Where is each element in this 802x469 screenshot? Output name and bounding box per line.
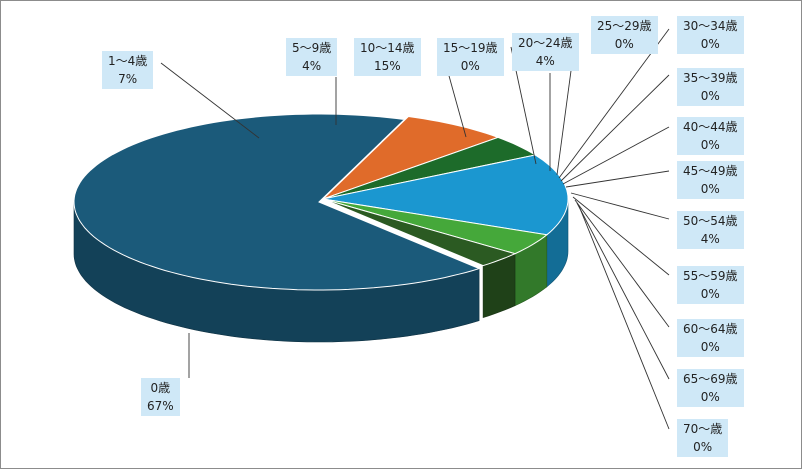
data-label-percent: 67% — [147, 399, 174, 413]
data-label-category: 60～64歳 — [683, 322, 738, 336]
data-label-percent: 4% — [535, 54, 555, 68]
data-label-category: 65～69歳 — [683, 372, 738, 386]
pie-sides — [73, 198, 569, 343]
data-label-category: 25～29歳 — [597, 19, 652, 33]
leader-line-13 — [574, 199, 670, 328]
data-label-category: 35～39歳 — [683, 71, 738, 85]
data-label-11: 50～54歳 4% — [677, 211, 744, 249]
data-label-percent: 0% — [700, 340, 720, 354]
data-label-percent: 0% — [700, 182, 720, 196]
leader-line-12 — [572, 196, 670, 276]
data-label-percent: 0% — [700, 37, 720, 51]
pie-tops — [73, 113, 569, 291]
data-label-15: 70～歳 0% — [677, 419, 729, 457]
leader-line-8 — [560, 74, 670, 182]
data-label-percent: 4% — [302, 59, 322, 73]
data-label-percent: 15% — [373, 59, 401, 73]
data-label-5: 20～24歳 4% — [512, 33, 579, 71]
data-label-percent: 0% — [460, 59, 480, 73]
data-label-category: 0歳 — [150, 381, 171, 395]
data-label-category: 10～14歳 — [360, 41, 415, 55]
data-label-4: 15～19歳 0% — [437, 38, 504, 76]
data-label-7: 30～34歳 0% — [677, 16, 744, 54]
data-label-percent: 0% — [700, 287, 720, 301]
leader-line-10 — [565, 170, 670, 188]
data-label-13: 60～64歳 0% — [677, 319, 744, 357]
data-label-0: 0歳 67% — [141, 378, 180, 416]
slice-top-5 — [322, 198, 549, 255]
data-label-percent: 0% — [700, 390, 720, 404]
data-label-category: 50～54歳 — [683, 214, 738, 228]
data-label-2: 5～9歳 4% — [286, 38, 338, 76]
leader-line-14 — [576, 202, 670, 380]
data-label-10: 45～49歳 0% — [677, 161, 744, 199]
slice-top-1 — [322, 115, 500, 200]
data-label-12: 55～59歳 0% — [677, 266, 744, 304]
data-label-1: 1～4歳 7% — [102, 51, 154, 89]
data-label-9: 40～44歳 0% — [677, 117, 744, 155]
data-label-3: 10～14歳 15% — [354, 38, 421, 76]
leader-line-15 — [578, 205, 670, 430]
data-label-14: 65～69歳 0% — [677, 369, 744, 407]
slice-top-11 — [322, 198, 517, 267]
data-label-category: 1～4歳 — [108, 54, 148, 68]
data-label-category: 20～24歳 — [518, 36, 573, 50]
leader-line-1 — [160, 62, 260, 139]
data-label-category: 30～34歳 — [683, 19, 738, 33]
data-label-category: 45～49歳 — [683, 164, 738, 178]
data-label-8: 35～39歳 0% — [677, 68, 744, 106]
slice-top-0 — [73, 113, 481, 291]
data-label-percent: 0% — [700, 138, 720, 152]
data-label-percent: 0% — [614, 37, 634, 51]
data-label-percent: 0% — [693, 440, 713, 454]
data-label-6: 25～29歳 0% — [591, 16, 658, 54]
leader-line-9 — [562, 126, 670, 185]
data-label-percent: 4% — [700, 232, 720, 246]
leader-line-11 — [570, 192, 670, 220]
data-label-category: 5～9歳 — [292, 41, 332, 55]
data-label-percent: 7% — [118, 72, 138, 86]
data-label-category: 70～歳 — [683, 422, 723, 436]
data-label-category: 40～44歳 — [683, 120, 738, 134]
data-label-percent: 0% — [700, 89, 720, 103]
data-label-category: 15～19歳 — [443, 41, 498, 55]
slice-top-2 — [322, 136, 537, 200]
data-label-category: 55～59歳 — [683, 269, 738, 283]
